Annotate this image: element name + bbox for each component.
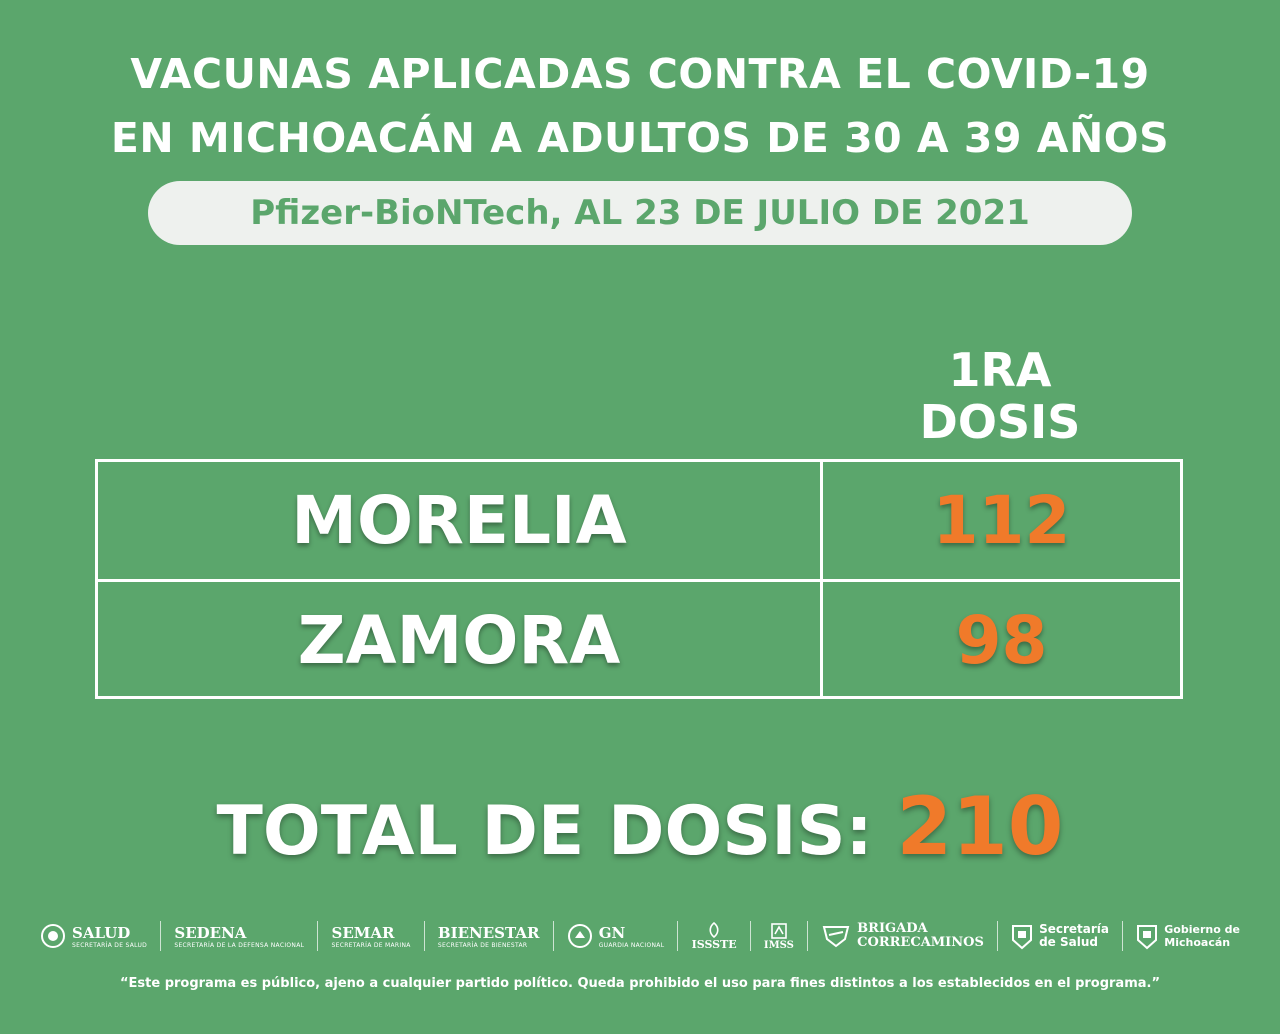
imss-emblem-icon: [771, 922, 787, 939]
secretaria-salud-logo: Secretaría de Salud: [1011, 922, 1109, 950]
table-row-value: 112: [932, 482, 1071, 559]
bienestar-logo: BIENESTAR SECRETARÍA DE BIENESTAR: [437, 923, 540, 949]
michoacan-crest-icon: [1012, 925, 1033, 950]
legal-disclaimer: “Este programa es público, ajeno a cualq…: [119, 976, 1161, 991]
issste-logo: ISSSTE: [692, 921, 737, 951]
subtitle-pill: Pfizer-BioNTech, AL 23 DE JULIO DE 2021: [148, 181, 1132, 245]
total-label: TOTAL DE DOSIS:: [216, 792, 873, 871]
column-header-line-2: DOSIS: [919, 395, 1081, 449]
logo-separator: [807, 921, 809, 951]
brigada-correcaminos-logo: BRIGADA CORRECAMINOS: [821, 922, 984, 950]
eagle-seal-icon: [41, 924, 65, 948]
issste-emblem-icon: [709, 921, 719, 938]
table-row-value: 98: [955, 602, 1048, 679]
gobierno-michoacan-logo: Gobierno de Michoacán: [1136, 922, 1240, 950]
title-line-2: EN MICHOACÁN A ADULTOS DE 30 A 39 AÑOS: [110, 114, 1170, 162]
logo-separator: [160, 921, 162, 951]
total-doses: TOTAL DE DOSIS: 210: [0, 780, 1280, 873]
logo-separator: [423, 921, 425, 951]
doses-table: MORELIA 112 ZAMORA 98: [95, 459, 1183, 699]
logo-separator: [1122, 921, 1124, 951]
logo-separator: [677, 921, 679, 951]
sedena-logo: SEDENA SECRETARÍA DE LA DEFENSA NACIONAL: [174, 923, 305, 949]
shield-icon: [822, 926, 850, 948]
table-horizontal-divider: [98, 579, 1180, 582]
salud-logo: SALUD SECRETARÍA DE SALUD: [40, 923, 147, 949]
logo-separator: [749, 921, 751, 951]
column-header-line-1: 1RA: [948, 343, 1052, 397]
logo-separator: [552, 921, 554, 951]
logo-strip: SALUD SECRETARÍA DE SALUD SEDENA SECRETARÍ…: [40, 914, 1240, 958]
michoacan-crest-icon: [1137, 925, 1158, 950]
logo-separator: [317, 921, 319, 951]
semar-logo: SEMAR SECRETARÍA DE MARINA: [331, 923, 411, 949]
title-line-1: VACUNAS APLICADAS CONTRA EL COVID-19: [130, 50, 1150, 98]
subtitle-text: Pfizer-BioNTech, AL 23 DE JULIO DE 2021: [250, 193, 1030, 233]
table-row-city: ZAMORA: [297, 602, 621, 679]
logo-separator: [996, 921, 998, 951]
gn-seal-icon: [567, 924, 592, 948]
gn-logo: GN GUARDIA NACIONAL: [567, 923, 665, 949]
table-row-city: MORELIA: [291, 482, 627, 559]
total-value: 210: [896, 780, 1064, 873]
imss-logo: IMSS: [764, 922, 794, 951]
